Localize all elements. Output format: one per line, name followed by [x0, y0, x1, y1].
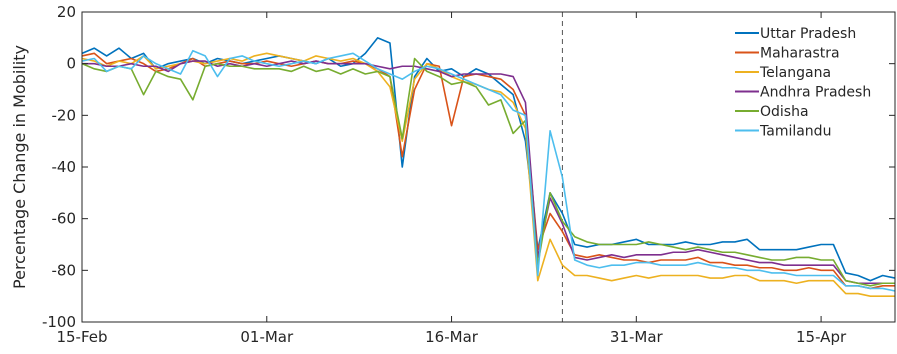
y-tick-label: 20 — [57, 3, 76, 21]
y-axis-title: Percentage Change in Mobility — [10, 45, 29, 289]
y-tick-label: -20 — [52, 106, 77, 124]
series-line-tamilandu — [81, 49, 896, 292]
y-tick-label: 0 — [66, 55, 76, 73]
legend-label: Maharastra — [760, 46, 840, 62]
x-tick-label: 16-Mar — [425, 328, 479, 346]
series-line-andhra-pradesh — [82, 60, 895, 285]
x-tick-label: 15-Feb — [56, 328, 107, 346]
legend-label: Andhra Pradesh — [760, 85, 871, 101]
legend: Uttar Pradesh Maharastra Telangana Andhra P… — [735, 26, 871, 140]
legend-label: Uttar Pradesh — [760, 26, 856, 42]
x-tick-label: 31-Mar — [610, 328, 664, 346]
y-tick-label: -40 — [52, 158, 77, 176]
y-tick-label: -100 — [42, 313, 76, 331]
series-lines — [81, 37, 896, 297]
series-line-odisha — [81, 57, 895, 287]
x-tick-label: 15-Apr — [796, 328, 847, 346]
x-tick-label: 01-Mar — [240, 328, 294, 346]
legend-label: Odisha — [760, 104, 809, 120]
y-tick-label: -60 — [52, 210, 77, 228]
legend-label: Tamilandu — [759, 124, 831, 140]
y-tick-label: -80 — [52, 261, 77, 279]
legend-label: Telangana — [759, 65, 831, 81]
